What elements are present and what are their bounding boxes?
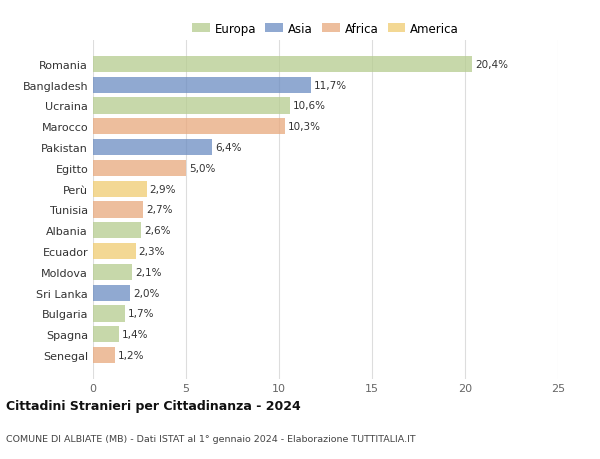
Text: 1,4%: 1,4% xyxy=(122,330,148,340)
Bar xyxy=(93,160,186,177)
Text: 20,4%: 20,4% xyxy=(475,60,508,70)
Bar xyxy=(93,306,125,322)
Text: 2,3%: 2,3% xyxy=(139,246,165,257)
Bar xyxy=(93,347,115,364)
Bar xyxy=(93,56,472,73)
Text: 5,0%: 5,0% xyxy=(189,163,215,174)
Bar xyxy=(93,326,119,342)
Bar xyxy=(93,78,311,94)
Bar xyxy=(93,98,290,114)
Text: 1,2%: 1,2% xyxy=(118,350,145,360)
Text: COMUNE DI ALBIATE (MB) - Dati ISTAT al 1° gennaio 2024 - Elaborazione TUTTITALIA: COMUNE DI ALBIATE (MB) - Dati ISTAT al 1… xyxy=(6,434,416,443)
Text: 2,7%: 2,7% xyxy=(146,205,173,215)
Text: 2,1%: 2,1% xyxy=(135,267,161,277)
Text: 10,3%: 10,3% xyxy=(287,122,320,132)
Text: 1,7%: 1,7% xyxy=(127,309,154,319)
Text: 2,0%: 2,0% xyxy=(133,288,160,298)
Legend: Europa, Asia, Africa, America: Europa, Asia, Africa, America xyxy=(190,20,461,38)
Bar xyxy=(93,264,132,280)
Bar xyxy=(93,285,130,301)
Text: Cittadini Stranieri per Cittadinanza - 2024: Cittadini Stranieri per Cittadinanza - 2… xyxy=(6,399,301,412)
Bar xyxy=(93,243,136,260)
Bar xyxy=(93,223,142,239)
Bar xyxy=(93,202,143,218)
Bar xyxy=(93,181,147,197)
Text: 2,6%: 2,6% xyxy=(144,226,170,236)
Text: 10,6%: 10,6% xyxy=(293,101,326,111)
Text: 6,4%: 6,4% xyxy=(215,143,241,153)
Text: 11,7%: 11,7% xyxy=(313,80,347,90)
Bar xyxy=(93,140,212,156)
Text: 2,9%: 2,9% xyxy=(150,184,176,194)
Bar xyxy=(93,119,284,135)
